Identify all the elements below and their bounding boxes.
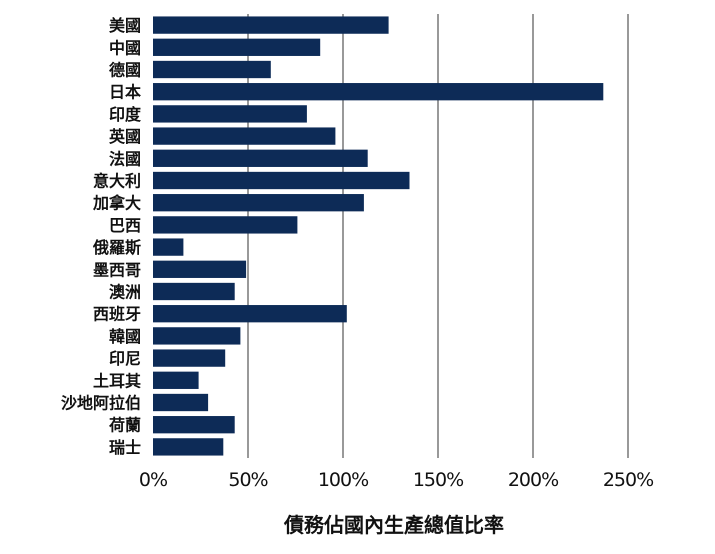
category-labels: 美國中國德國日本印度英國法國意大利加拿大巴西俄羅斯墨西哥澳洲西班牙韓國印尼土耳其… xyxy=(61,16,142,457)
bar xyxy=(153,194,364,212)
category-label: 荷蘭 xyxy=(109,416,141,435)
x-axis-title: 債務佔國內生產總值比率 xyxy=(283,513,504,537)
bar xyxy=(153,105,307,123)
bar xyxy=(153,60,271,79)
bar xyxy=(153,393,209,412)
category-label: 德國 xyxy=(109,61,141,80)
bar xyxy=(153,327,241,345)
category-label: 中國 xyxy=(109,38,141,57)
category-label: 沙地阿拉伯 xyxy=(61,394,141,413)
bar xyxy=(153,438,224,456)
bar xyxy=(153,171,410,190)
bar xyxy=(153,260,247,278)
category-label: 英國 xyxy=(108,127,141,146)
bar xyxy=(153,282,235,301)
x-tick-label: 50% xyxy=(228,469,267,491)
bar xyxy=(153,16,389,34)
bars xyxy=(153,16,604,456)
x-tick-label: 100% xyxy=(318,469,368,491)
bar xyxy=(153,83,604,101)
category-label: 加拿大 xyxy=(92,194,141,213)
bar xyxy=(153,371,199,389)
category-label: 墨西哥 xyxy=(93,260,141,279)
category-label: 意大利 xyxy=(93,172,141,191)
x-tick-label: 250% xyxy=(603,469,653,491)
bar xyxy=(153,149,368,167)
x-tick-labels: 0% 50% 100% 150% 200% 250% xyxy=(139,469,654,491)
grid-lines xyxy=(247,14,629,458)
category-label: 印度 xyxy=(109,105,142,124)
category-label: 印尼 xyxy=(109,349,141,368)
category-label: 巴西 xyxy=(109,216,141,235)
bar xyxy=(153,416,235,434)
x-tick-label: 200% xyxy=(508,469,558,491)
bar xyxy=(153,349,226,367)
category-label: 美國 xyxy=(109,16,141,35)
category-label: 西班牙 xyxy=(93,305,141,324)
category-label: 澳洲 xyxy=(109,283,141,302)
bar xyxy=(153,127,336,145)
category-label: 瑞士 xyxy=(109,438,141,457)
category-label: 俄羅斯 xyxy=(92,238,141,257)
category-label: 韓國 xyxy=(109,327,141,346)
bar xyxy=(153,305,347,323)
category-label: 法國 xyxy=(109,149,141,168)
bar xyxy=(153,238,184,256)
category-label: 土耳其 xyxy=(93,371,141,390)
bar xyxy=(153,38,321,56)
bar xyxy=(153,216,298,234)
x-tick-label: 0% xyxy=(139,469,167,491)
category-label: 日本 xyxy=(109,83,141,102)
x-tick-label: 150% xyxy=(413,469,463,491)
